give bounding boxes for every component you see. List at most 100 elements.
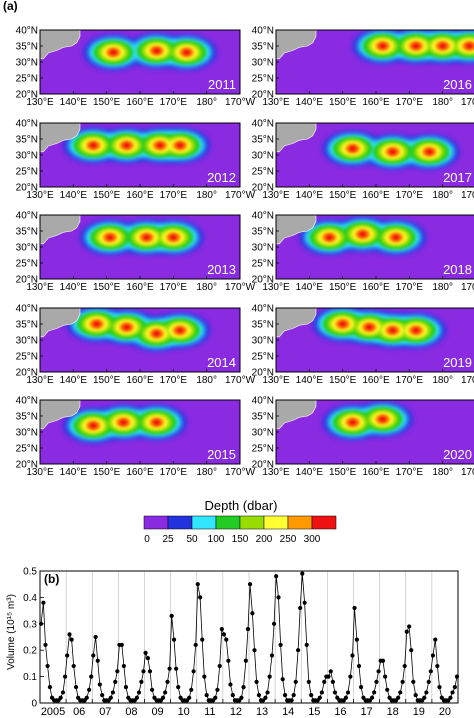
longitude-tick-label: 170°E	[396, 282, 424, 293]
latitude-tick-label: 20°N	[16, 183, 38, 194]
data-point	[145, 656, 150, 661]
latitude-tick-label: 25°N	[16, 259, 38, 270]
longitude-tick-label: 170°E	[160, 282, 188, 293]
data-point	[428, 669, 433, 674]
latitude-tick-label: 30°N	[16, 428, 38, 439]
data-point	[278, 642, 283, 648]
contour-level-6	[105, 234, 115, 241]
depth-contours	[352, 30, 474, 64]
depth-contours	[322, 401, 413, 440]
y-tick-label: 0	[31, 699, 37, 710]
longitude-ticks: 130°E 140°E 150°E 160°E 170°E 180° 170°W	[26, 369, 256, 386]
latitude-tick-label: 25°N	[16, 444, 38, 455]
colorbar-tick-label: 25	[162, 534, 174, 545]
longitude-tick-label: 170°W	[461, 97, 474, 108]
latitude-tick-label: 20°N	[252, 368, 274, 379]
longitude-tick-label: 180°	[432, 97, 453, 108]
longitude-tick-label: 140°E	[60, 467, 88, 478]
x-year-label: 18	[387, 706, 399, 718]
data-point	[228, 682, 233, 687]
data-point	[328, 669, 333, 674]
data-point	[217, 663, 222, 669]
longitude-tick-label: 170°W	[461, 282, 474, 293]
data-point	[89, 674, 94, 679]
longitude-tick-label: 180°	[432, 190, 453, 201]
data-point	[383, 674, 388, 679]
data-point	[317, 695, 322, 700]
longitude-ticks: 130°E 140°E 150°E 160°E 170°E 180° 170°W	[26, 184, 256, 201]
longitude-tick-label: 130°E	[262, 97, 290, 108]
data-point	[204, 692, 209, 698]
data-point	[134, 695, 140, 700]
longitude-tick-label: 180°	[196, 190, 217, 201]
contour-level-6	[338, 320, 347, 328]
data-point	[71, 663, 76, 669]
latitude-tick-label: 20°N	[16, 275, 38, 286]
data-point	[256, 692, 262, 698]
data-point	[252, 648, 257, 653]
x-year-label: 14	[282, 706, 294, 718]
colorbar-swatches	[143, 515, 337, 530]
data-point	[113, 679, 118, 684]
x-year-label: 2005	[41, 706, 65, 718]
land-japan	[276, 308, 317, 338]
longitude-tick-label: 170°E	[160, 97, 188, 108]
longitude-tick-label: 150°E	[329, 375, 357, 386]
longitude-tick-label: 140°E	[60, 282, 88, 293]
data-point	[239, 695, 244, 700]
depth-contours	[299, 216, 426, 255]
year-gridlines	[65, 571, 433, 703]
longitude-tick-label: 170°W	[461, 190, 474, 201]
contour-level-6	[119, 419, 128, 426]
longitude-tick-label: 170°W	[225, 282, 256, 293]
contour-level-6	[89, 142, 98, 149]
colorbar-tick-label: 50	[186, 534, 198, 545]
longitude-tick-label: 170°E	[396, 467, 424, 478]
contour-level-6	[425, 148, 434, 155]
y-tick-label: 0.4	[23, 593, 37, 604]
contour-level-6	[122, 142, 131, 149]
data-point	[58, 695, 63, 700]
contour-level-6	[325, 234, 334, 241]
colorbar-tick-label: 250	[280, 534, 297, 545]
data-point	[404, 629, 409, 634]
longitude-tick-label: 180°	[196, 97, 217, 108]
land-japan	[276, 123, 317, 153]
data-point	[263, 695, 268, 700]
depth-contours	[80, 219, 204, 255]
data-point	[110, 690, 115, 695]
latitude-tick-label: 40°N	[252, 211, 274, 222]
longitude-tick-label: 140°E	[60, 375, 88, 386]
longitude-tick-label: 130°E	[262, 467, 290, 478]
data-point	[167, 666, 172, 671]
panel-a-label: (a)	[3, 0, 18, 13]
contour-level-6	[388, 327, 397, 334]
longitude-tick-label: 170°E	[396, 97, 424, 108]
latitude-tick-label: 20°N	[252, 275, 274, 286]
data-point	[422, 695, 427, 700]
latitude-tick-label: 35°N	[16, 412, 38, 423]
colorbar-tick-label: 0	[144, 534, 150, 545]
longitude-tick-label: 160°E	[362, 97, 390, 108]
latitude-tick-label: 40°N	[16, 304, 38, 315]
longitude-tick-label: 150°E	[93, 375, 121, 386]
colorbar-swatch	[263, 515, 289, 530]
data-point	[274, 574, 279, 579]
data-point	[115, 669, 120, 674]
depth-contours	[63, 404, 187, 444]
latitude-ticks: 40°N 35°N 30°N 25°N 20°N	[252, 304, 279, 379]
data-point	[149, 687, 155, 692]
latitude-tick-label: 30°N	[252, 336, 274, 347]
data-point	[448, 695, 453, 700]
colorbar-swatch	[287, 515, 313, 530]
data-point	[354, 637, 359, 642]
data-point	[343, 695, 349, 700]
longitude-tick-label: 160°E	[126, 97, 154, 108]
latitude-ticks: 40°N 35°N 30°N 25°N 20°N	[16, 396, 43, 471]
depth-contours	[322, 131, 460, 170]
longitude-tick-label: 170°W	[225, 467, 256, 478]
data-point	[372, 690, 377, 695]
data-point	[450, 690, 455, 695]
data-point	[245, 626, 251, 632]
